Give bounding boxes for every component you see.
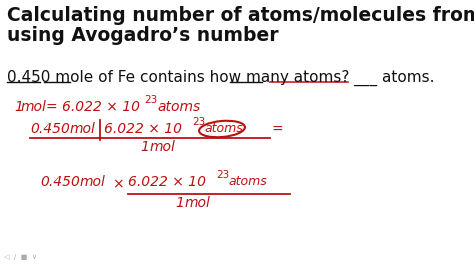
Text: mol: mol [80, 175, 106, 189]
Text: mol: mol [70, 122, 96, 136]
Text: ◁  /  ■  ∨: ◁ / ■ ∨ [4, 254, 37, 260]
Text: using Avogadro’s number: using Avogadro’s number [7, 26, 279, 45]
Text: 0.450: 0.450 [30, 122, 70, 136]
Text: 6.022 × 10: 6.022 × 10 [104, 122, 182, 136]
Text: mol: mol [185, 196, 211, 210]
Text: 23: 23 [216, 170, 229, 180]
Text: atoms: atoms [228, 175, 267, 188]
Text: 6.022 × 10: 6.022 × 10 [128, 175, 206, 189]
Text: =: = [272, 123, 283, 137]
Text: atoms: atoms [157, 100, 200, 114]
Text: = 6.022 × 10: = 6.022 × 10 [46, 100, 140, 114]
Text: ×: × [112, 177, 124, 191]
Text: Calculating number of atoms/molecules from moles: Calculating number of atoms/molecules fr… [7, 6, 474, 25]
Text: 23: 23 [144, 95, 157, 105]
Text: mol: mol [150, 140, 176, 154]
Text: mol: mol [21, 100, 47, 114]
Text: 1: 1 [140, 140, 149, 154]
Text: 23: 23 [192, 117, 205, 127]
Text: atoms: atoms [204, 122, 243, 135]
Text: 1: 1 [175, 196, 184, 210]
Text: 1: 1 [14, 100, 23, 114]
Text: 0.450: 0.450 [40, 175, 80, 189]
Text: 0.450 mole of Fe contains how many atoms? ___ atoms.: 0.450 mole of Fe contains how many atoms… [7, 70, 435, 86]
